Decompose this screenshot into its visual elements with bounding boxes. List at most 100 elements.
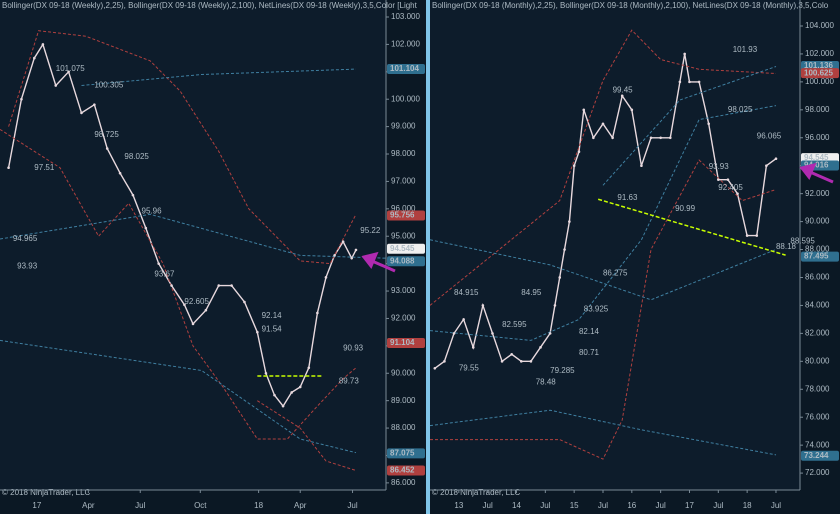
price-point bbox=[630, 108, 634, 112]
price-point bbox=[577, 150, 581, 154]
price-point bbox=[548, 332, 552, 335]
chart-title: Bollinger(DX 09-18 (Weekly),2,25), Bolli… bbox=[2, 1, 418, 10]
price-point bbox=[697, 80, 701, 84]
level-label: 99.45 bbox=[613, 85, 634, 94]
price-point bbox=[640, 164, 643, 168]
copyright: © 2018 NinjaTrader, LLC bbox=[432, 488, 521, 497]
y-tick-label: 86.000 bbox=[391, 478, 416, 487]
level-label: 91.63 bbox=[617, 193, 638, 202]
price-badge bbox=[387, 210, 425, 221]
price-point bbox=[93, 103, 96, 106]
level-label: 84.95 bbox=[521, 288, 542, 297]
y-tick-label: 98.000 bbox=[805, 105, 830, 114]
x-tick-label: Jul bbox=[483, 501, 493, 510]
band-line bbox=[0, 128, 357, 440]
price-point bbox=[765, 164, 768, 168]
x-tick-label: 18 bbox=[743, 501, 752, 510]
level-label: 96.065 bbox=[757, 131, 782, 140]
plot-area bbox=[430, 0, 800, 490]
price-point bbox=[649, 136, 653, 140]
chart-title: Bollinger(DX 09-18 (Monthly),2,25), Boll… bbox=[432, 1, 829, 10]
price-point bbox=[726, 178, 730, 181]
x-tick-label: 16 bbox=[627, 501, 636, 510]
price-point bbox=[243, 300, 246, 304]
level-label: 82.14 bbox=[579, 327, 600, 336]
price-point bbox=[563, 248, 566, 251]
level-label: 88.18 bbox=[776, 242, 797, 251]
band-line bbox=[429, 409, 777, 456]
level-label: 79.55 bbox=[459, 363, 480, 372]
price-badge-label: 101.104 bbox=[390, 64, 419, 73]
price-point bbox=[157, 262, 160, 265]
y-tick-label: 92.000 bbox=[391, 314, 416, 323]
y-tick-label: 76.000 bbox=[805, 412, 830, 421]
plot-area bbox=[0, 0, 386, 490]
level-label: 83.925 bbox=[584, 305, 609, 314]
price-point bbox=[736, 192, 739, 195]
copyright: © 2018 NinjaTrader, LLC bbox=[2, 488, 91, 497]
price-point bbox=[324, 276, 328, 279]
price-badge bbox=[387, 448, 425, 459]
price-point bbox=[745, 234, 749, 237]
price-point bbox=[519, 360, 523, 363]
y-tick-label: 102.000 bbox=[805, 49, 834, 58]
level-label: 97.51 bbox=[34, 163, 55, 172]
level-label: 98.025 bbox=[728, 105, 753, 114]
level-label: 82.595 bbox=[502, 320, 527, 329]
level-label: 98.725 bbox=[94, 130, 119, 139]
price-point bbox=[298, 385, 302, 389]
price-point bbox=[611, 136, 614, 140]
y-tick-label: 102.000 bbox=[391, 40, 420, 49]
y-tick-label: 99.000 bbox=[391, 122, 416, 131]
level-label: 78.48 bbox=[536, 377, 557, 386]
price-point bbox=[433, 367, 437, 370]
level-label: 90.93 bbox=[343, 344, 364, 353]
price-point bbox=[67, 70, 70, 74]
price-point bbox=[558, 276, 562, 279]
x-tick-label: 17 bbox=[32, 501, 41, 510]
y-tick-label: 93.000 bbox=[391, 286, 416, 295]
y-tick-label: 103.000 bbox=[391, 12, 420, 21]
price-point bbox=[688, 80, 691, 84]
divider bbox=[426, 0, 430, 514]
level-label: 100.305 bbox=[94, 81, 123, 90]
y-tick-label: 74.000 bbox=[805, 440, 830, 449]
band-line bbox=[257, 400, 357, 471]
level-label: 79.285 bbox=[550, 366, 575, 375]
price-badge bbox=[801, 68, 839, 79]
price-point bbox=[256, 330, 259, 334]
y-tick-label: 72.000 bbox=[805, 468, 830, 477]
price-point bbox=[491, 332, 494, 335]
price-point bbox=[281, 404, 285, 408]
y-tick-label: 92.000 bbox=[805, 189, 830, 198]
price-badge bbox=[387, 338, 425, 348]
y-tick-label: 100.000 bbox=[391, 94, 420, 103]
price-badge-label: 87.495 bbox=[804, 252, 829, 261]
price-point bbox=[354, 248, 358, 252]
y-tick-label: 100.000 bbox=[805, 77, 834, 86]
price-point bbox=[80, 111, 83, 115]
price-point bbox=[500, 360, 504, 363]
price-point bbox=[41, 43, 45, 46]
y-tick-label: 90.000 bbox=[805, 217, 830, 226]
arrow bbox=[361, 162, 834, 273]
price-badge-label: 86.452 bbox=[390, 466, 415, 475]
price-badge bbox=[387, 243, 425, 254]
price-point bbox=[668, 136, 672, 140]
price-point bbox=[7, 166, 10, 170]
price-point bbox=[659, 136, 662, 140]
x-tick-label: Jul bbox=[540, 501, 550, 510]
x-tick-label: Jul bbox=[135, 501, 145, 510]
price-badge bbox=[387, 465, 425, 476]
price-badge-label: 101.136 bbox=[804, 61, 833, 70]
price-badge bbox=[801, 251, 839, 262]
y-tick-label: 80.000 bbox=[805, 356, 830, 365]
level-label: 90.99 bbox=[675, 204, 696, 213]
y-tick-label: 98.000 bbox=[391, 149, 416, 158]
price-point bbox=[582, 108, 586, 112]
price-point bbox=[230, 284, 233, 287]
y-tick-label: 97.000 bbox=[391, 177, 416, 186]
level-label: 94.965 bbox=[13, 234, 38, 243]
price-point bbox=[20, 97, 23, 101]
price-point bbox=[33, 56, 36, 60]
